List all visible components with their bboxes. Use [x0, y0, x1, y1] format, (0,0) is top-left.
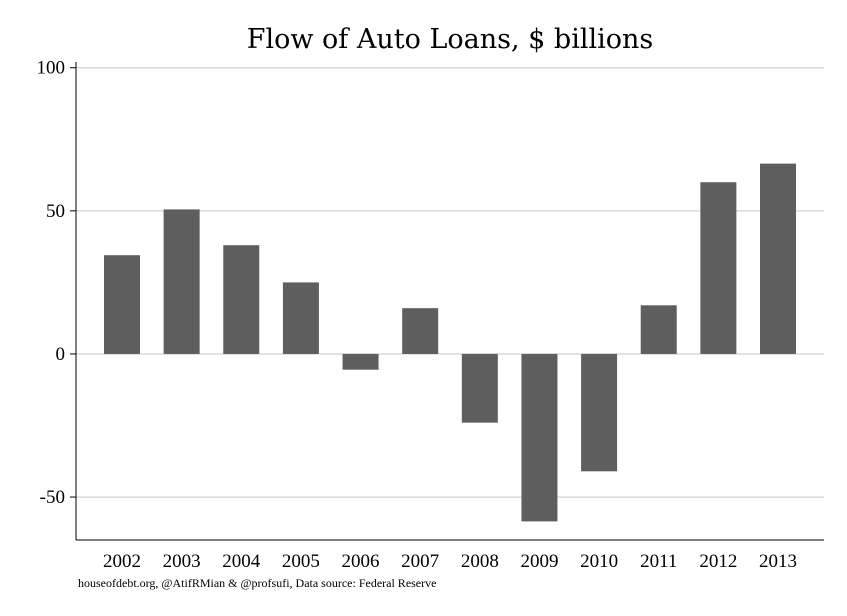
y-tick-label: -50: [40, 487, 65, 508]
axes: [75, 62, 824, 541]
bar-2013: [760, 163, 796, 354]
x-tick-label: 2012: [699, 551, 737, 572]
x-tick-label: 2009: [520, 551, 558, 572]
x-tick-label: 2002: [103, 551, 141, 572]
x-tick-label: 2013: [759, 551, 797, 572]
bar-2002: [104, 255, 140, 354]
x-tick-label: 2008: [461, 551, 499, 572]
y-tick-label: 50: [46, 201, 65, 222]
x-tick-label: 2005: [282, 551, 320, 572]
y-tick-labels: 100 50 0 -50: [37, 58, 76, 508]
chart-title: Flow of Auto Loans, $ billions: [247, 24, 654, 55]
bar-2007: [402, 308, 439, 354]
gridlines: [76, 66, 824, 498]
bar-2004: [223, 245, 260, 354]
x-tick-label: 2011: [640, 551, 677, 572]
x-tick-label: 2010: [580, 551, 618, 572]
bar-2006: [342, 353, 379, 370]
y-tick-label: 0: [56, 344, 66, 365]
bar-2010: [581, 353, 618, 472]
bar-2005: [282, 282, 319, 354]
x-tick-labels: 2002 2003 2004 2005 2006 2007 2008 2009 2010 2011…: [103, 551, 797, 572]
bar-2012: [700, 182, 737, 354]
x-tick-label: 2006: [342, 551, 380, 572]
x-tick-label: 2004: [222, 551, 261, 572]
y-tick-label: 100: [37, 58, 66, 79]
bar-2009: [521, 353, 558, 522]
bar-2011: [640, 305, 677, 354]
x-tick-label: 2003: [163, 551, 201, 572]
source-note: houseofdebt.org, @AtifRMian & @profsufi,…: [78, 576, 436, 590]
bars: [104, 163, 796, 522]
bar-2008: [461, 353, 498, 423]
bar-2003: [163, 209, 200, 354]
x-tick-label: 2007: [401, 551, 439, 572]
